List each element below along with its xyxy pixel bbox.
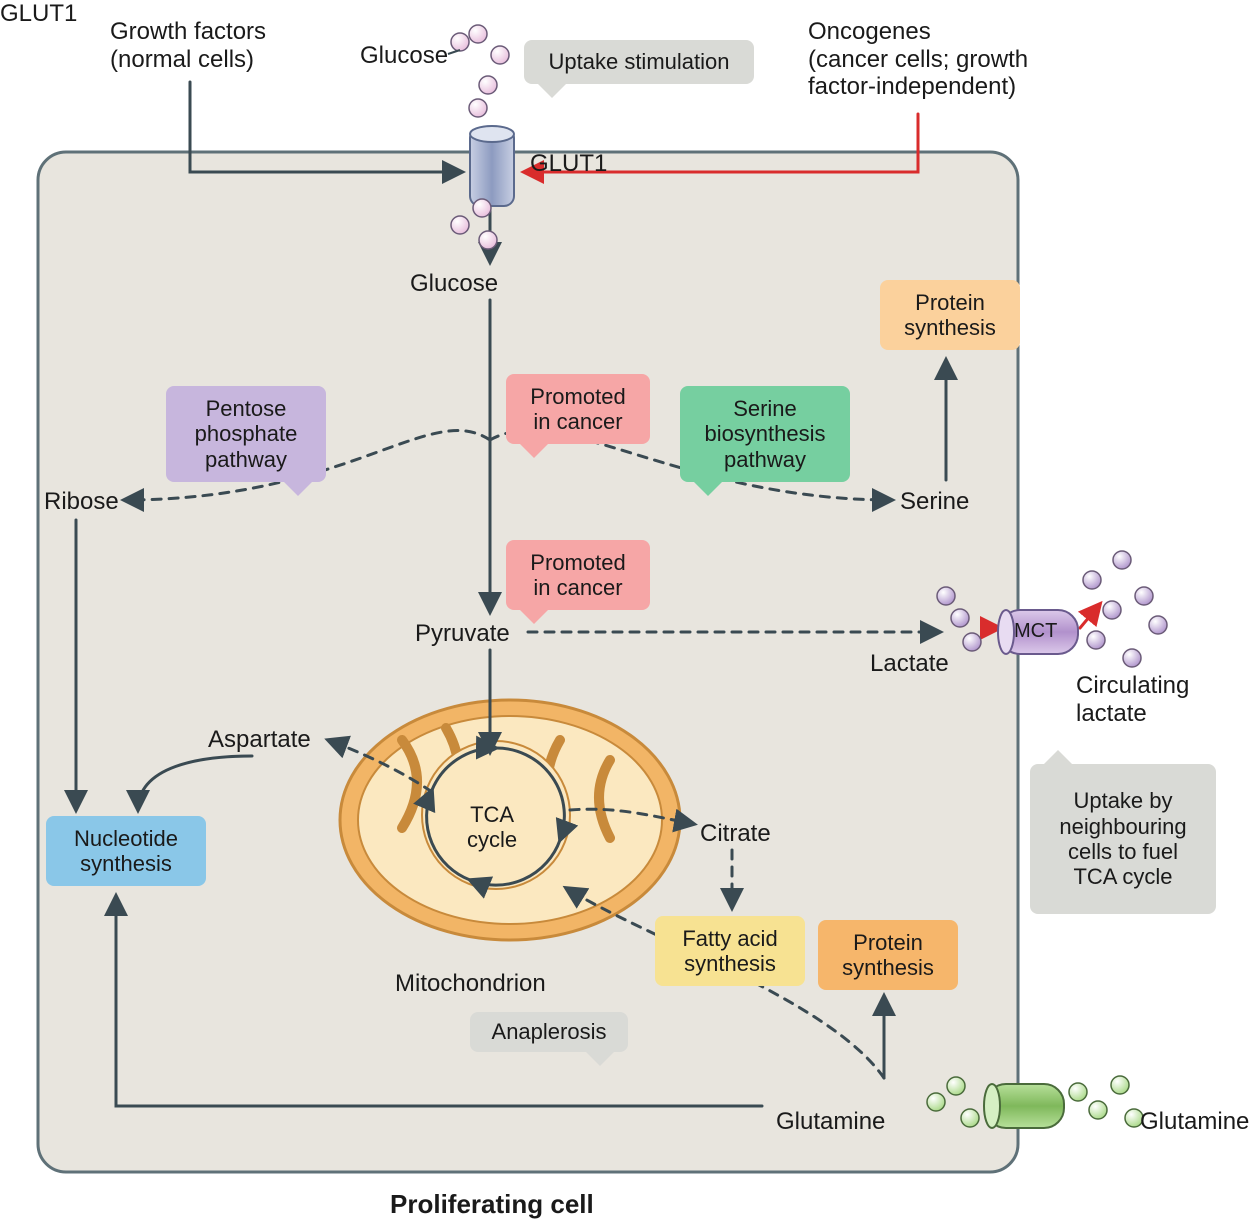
- label-citrate: Citrate: [700, 820, 771, 848]
- label-glutamine-out: Glutamine: [1140, 1108, 1249, 1136]
- label-glucose-in: Glucose: [410, 270, 498, 298]
- label-circ-lactate: Circulating lactate: [1076, 672, 1189, 727]
- label-pyruvate: Pyruvate: [415, 620, 510, 648]
- label-oncogenes: Oncogenes (cancer cells; growth factor-i…: [808, 18, 1028, 101]
- label-mitochondrion: Mitochondrion: [395, 970, 546, 998]
- label-lactate: Lactate: [870, 650, 949, 678]
- label-glut1: GLUT1: [530, 150, 607, 178]
- label-glutamine-in: Glutamine: [776, 1108, 885, 1136]
- label-aspartate: Aspartate: [208, 726, 311, 754]
- label-ribose: Ribose: [44, 488, 119, 516]
- label-prolif-cell: Proliferating cell: [390, 1190, 594, 1220]
- label-growth-factors: Growth factors (normal cells): [110, 18, 266, 73]
- label-serine: Serine: [900, 488, 969, 516]
- label-mct: MCT: [1014, 620, 1057, 643]
- label-glucose-top: Glucose: [360, 42, 448, 70]
- glut1-label: GLUT1: [0, 0, 77, 28]
- label-tca: TCA cycle: [467, 802, 517, 853]
- labels-layer: Growth factors (normal cells) Oncogenes (…: [0, 0, 1251, 1223]
